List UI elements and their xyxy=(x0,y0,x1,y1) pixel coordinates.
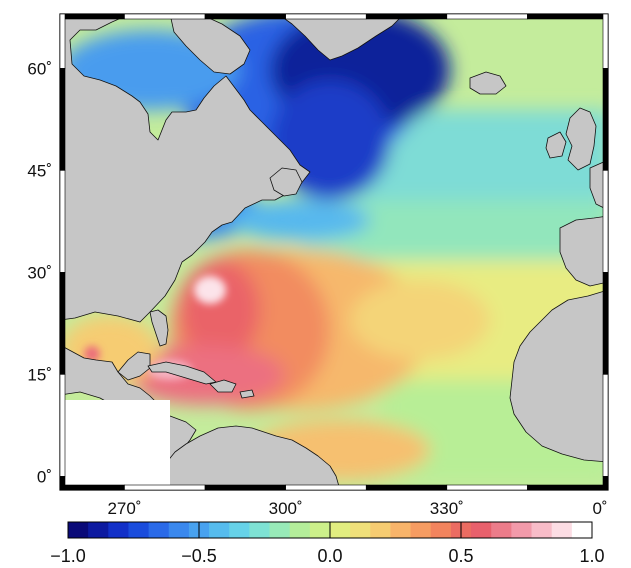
lon-label: 300˚ xyxy=(269,499,303,518)
frame-bar-right xyxy=(602,476,609,491)
ireland-land xyxy=(545,131,567,159)
frame-bar-bottom xyxy=(285,484,367,491)
frame-bars xyxy=(59,13,609,491)
colorbar-tick-label: −0.5 xyxy=(181,546,217,566)
iceland-land xyxy=(469,71,507,95)
colorbar-tick-labels: −1.0 −0.5 0.0 0.5 1.0 xyxy=(50,522,605,566)
colorbar-swatch xyxy=(229,522,250,538)
frame-bar-top xyxy=(446,13,528,20)
colorbar-swatch xyxy=(330,522,351,538)
puerto-rico-land xyxy=(239,389,255,399)
colorbar-swatch xyxy=(108,522,129,538)
florida-land xyxy=(149,309,169,347)
colorbar-swatch xyxy=(309,522,331,538)
latitude-labels: 60˚ 45˚ 30˚ 15˚ 0˚ xyxy=(27,59,52,486)
frame-bar-left xyxy=(59,170,66,273)
frame-bar-top xyxy=(124,13,206,20)
cuba-land xyxy=(147,361,217,385)
frame-bar-bottom xyxy=(365,484,448,491)
frame-bar-left xyxy=(59,374,66,477)
north-america-land xyxy=(60,14,311,323)
newfoundland-land xyxy=(269,167,303,197)
lat-label: 15˚ xyxy=(27,365,52,384)
colorbar-swatch xyxy=(148,522,170,538)
colorbar-swatch xyxy=(88,522,109,538)
lat-label: 30˚ xyxy=(27,263,52,282)
colorbar-swatch xyxy=(531,522,553,538)
colorbar-swatch xyxy=(571,522,593,538)
frame-bar-right xyxy=(602,272,609,375)
south-america-land xyxy=(159,425,341,490)
frame-bar-bottom xyxy=(124,484,206,491)
colorbar-swatch xyxy=(269,522,291,538)
colorbar-swatch xyxy=(249,522,271,538)
lon-label: 330˚ xyxy=(430,499,464,518)
colorbar-swatch xyxy=(491,522,512,538)
colorbar-swatch xyxy=(289,522,311,538)
colorbar-tick-label: −1.0 xyxy=(50,546,86,566)
frame-bar-right xyxy=(602,68,609,171)
africa-land xyxy=(509,289,608,463)
colorbar-swatch xyxy=(430,522,452,538)
colorbar-swatch xyxy=(370,522,391,538)
frame-bar-bottom xyxy=(204,484,286,491)
frame-bar-right xyxy=(602,170,609,273)
colorbar-swatch xyxy=(209,522,230,538)
baffin-island-land xyxy=(169,14,251,75)
colorbar-swatch xyxy=(471,522,492,538)
frame-bar-right xyxy=(602,13,609,69)
frame-bar-top xyxy=(527,13,609,20)
frame-bar-left xyxy=(59,68,66,171)
frame-bar-bottom xyxy=(527,484,609,491)
frame-bar-left xyxy=(59,272,66,375)
frame-bar-top xyxy=(59,13,125,20)
frame-bar-bottom xyxy=(59,484,125,491)
colorbar-swatch xyxy=(68,522,89,538)
great-britain-land xyxy=(565,107,597,171)
map-panel xyxy=(60,14,608,490)
colorbar-swatch xyxy=(511,522,533,538)
colorbar-swatch xyxy=(551,522,573,538)
frame-bar-right xyxy=(602,374,609,477)
longitude-labels: 270˚ 300˚ 330˚ 0˚ xyxy=(107,499,607,518)
lat-label: 0˚ xyxy=(37,467,52,486)
lat-label: 45˚ xyxy=(27,161,52,180)
frame-bar-left xyxy=(59,13,66,69)
colorbar-swatch xyxy=(168,522,190,538)
colorbar-tick-label: 0.0 xyxy=(317,546,342,566)
colorbar-tick-label: 1.0 xyxy=(579,546,604,566)
yucatan-land xyxy=(117,351,151,381)
iberia-land xyxy=(559,215,608,287)
unplotted-region-south xyxy=(60,400,170,490)
colorbar-swatch xyxy=(128,522,150,538)
frame-bar-bottom xyxy=(446,484,528,491)
greenland-land xyxy=(277,14,405,61)
frame-bar-top xyxy=(365,13,448,20)
colorbar-tick-label: 0.5 xyxy=(448,546,473,566)
lon-label: 270˚ xyxy=(107,499,141,518)
colorbar-swatch xyxy=(350,522,371,538)
frame-bar-top xyxy=(285,13,367,20)
hispaniola-land xyxy=(209,379,237,393)
frame-bar-top xyxy=(204,13,286,20)
lat-label: 60˚ xyxy=(27,59,52,78)
colorbar-swatch xyxy=(390,522,412,538)
frame-bar-left xyxy=(59,476,66,491)
colorbar-swatch xyxy=(410,522,432,538)
lon-label: 0˚ xyxy=(592,499,607,518)
